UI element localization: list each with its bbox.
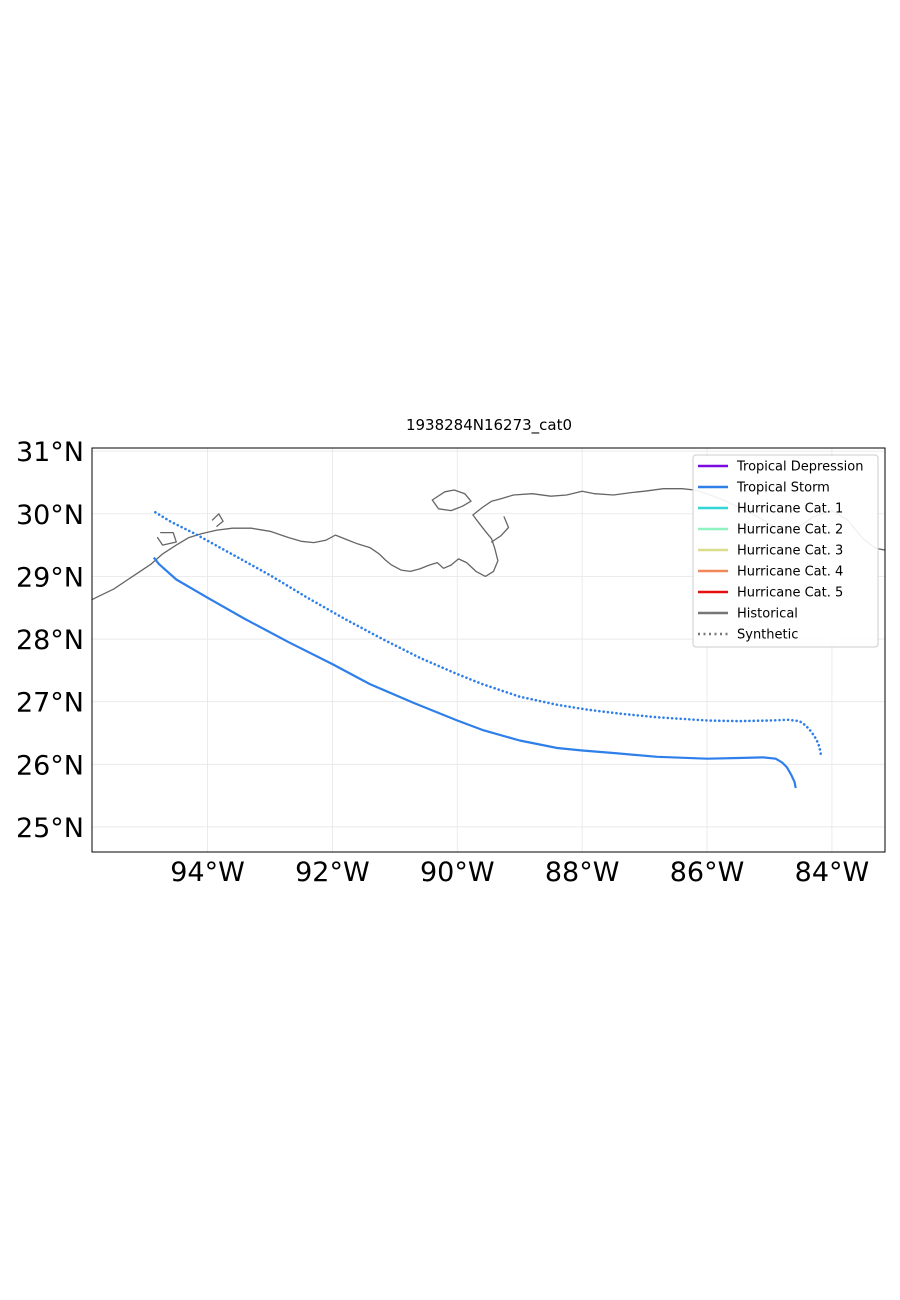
legend: Tropical Depression Tropical Storm Hurrica… xyxy=(692,454,879,648)
legend-label: Hurricane Cat. 4 xyxy=(737,565,843,580)
lon-tick-label: 84°W xyxy=(795,857,870,888)
track-historical xyxy=(152,556,797,789)
storm-tracks xyxy=(151,509,822,789)
map-title: 1938284N16273_cat0 xyxy=(406,416,572,435)
lat-tick-label: 29°N xyxy=(16,562,84,593)
coastline-segment-3 xyxy=(156,531,177,546)
longitude-tick-labels: 94°W 92°W 90°W 88°W 86°W 84°W xyxy=(170,857,869,888)
lon-tick-label: 88°W xyxy=(545,857,620,888)
legend-label: Hurricane Cat. 2 xyxy=(737,523,843,538)
lat-tick-label: 25°N xyxy=(16,813,84,844)
lat-tick-label: 30°N xyxy=(16,500,84,531)
legend-label: Hurricane Cat. 3 xyxy=(737,544,843,559)
map-frame xyxy=(91,447,886,853)
legend-label: Historical xyxy=(737,607,798,622)
lon-tick-label: 92°W xyxy=(295,857,370,888)
lat-tick-label: 28°N xyxy=(16,625,84,656)
coastline-segment-2 xyxy=(490,516,510,543)
track-synthetic xyxy=(151,509,822,755)
lon-tick-label: 94°W xyxy=(170,857,245,888)
lon-tick-label: 90°W xyxy=(420,857,495,888)
lat-tick-label: 26°N xyxy=(16,750,84,781)
legend-box xyxy=(692,454,879,648)
lon-tick-label: 86°W xyxy=(670,857,745,888)
coastline-segment-1 xyxy=(431,489,472,512)
lat-tick-label: 27°N xyxy=(16,688,84,719)
legend-label: Hurricane Cat. 1 xyxy=(737,502,843,517)
legend-label: Hurricane Cat. 5 xyxy=(737,586,843,601)
latitude-tick-labels: 25°N 26°N 27°N 28°N 29°N 30°N 31°N xyxy=(16,437,84,844)
legend-label: Tropical Depression xyxy=(736,460,863,475)
legend-label: Tropical Storm xyxy=(736,481,830,496)
lat-tick-label: 31°N xyxy=(16,437,84,468)
legend-label: Synthetic xyxy=(737,628,798,643)
coastline-segment-4 xyxy=(211,513,224,527)
